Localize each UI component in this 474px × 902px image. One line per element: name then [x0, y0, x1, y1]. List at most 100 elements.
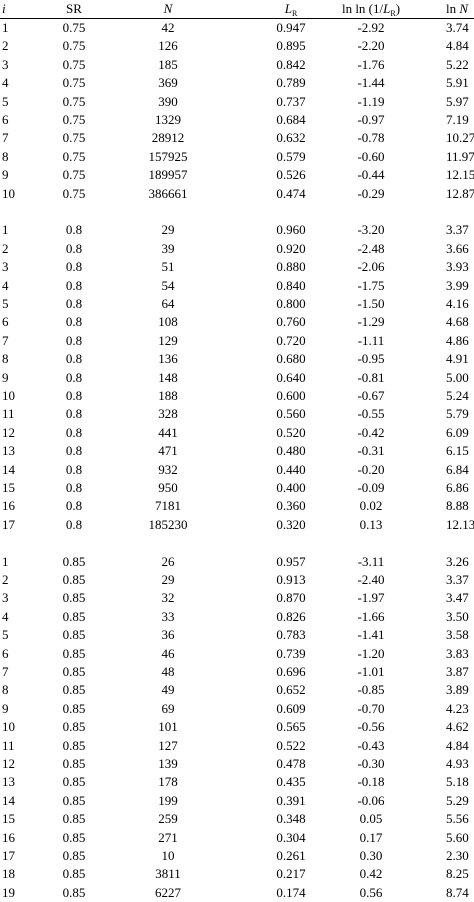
cell-lnn: 3.66 [446, 240, 469, 256]
cell-sr: 0.85 [62, 664, 86, 679]
cell-lnn: 5.24 [446, 388, 469, 403]
table-row: 17 0.85 10 0.261 0.30 2.30 [0, 847, 474, 865]
cell-sr: 0.85 [62, 737, 86, 753]
cell-n: 129 [158, 332, 178, 348]
cell-i: 9 [2, 700, 9, 716]
table-row: 4 0.85 33 0.826 -1.66 3.50 [0, 608, 474, 626]
cell-lr: 0.684 [276, 112, 306, 127]
cell-n: 29 [161, 572, 175, 587]
cell-lnln: 0.13 [359, 516, 383, 532]
cell-n: 6227 [155, 884, 181, 900]
cell-i: 19 [2, 884, 15, 900]
cell-sr: 0.85 [62, 884, 86, 900]
header-lnn-symbol: N [459, 1, 469, 16]
cell-lr: 0.217 [276, 866, 306, 882]
cell-lnln: -0.95 [357, 351, 385, 367]
table-row: 14 0.8 932 0.440 -0.20 6.84 [0, 461, 474, 479]
cell-lnln: -1.11 [357, 332, 385, 348]
cell-lr: 0.842 [276, 56, 306, 72]
cell-lnln: -0.67 [357, 388, 385, 403]
cell-lr: 0.737 [276, 93, 306, 109]
cell-lnln: -1.75 [357, 277, 385, 293]
cell-lnn: 3.89 [446, 682, 469, 698]
cell-lr: 0.400 [276, 480, 306, 495]
header-lr-subscript: R [291, 9, 298, 18]
cell-n: 139 [158, 756, 178, 771]
header-lnn-prefix: ln [446, 1, 460, 16]
cell-n: 54 [161, 277, 175, 293]
table-row: 8 0.85 49 0.652 -0.85 3.89 [0, 681, 474, 699]
cell-lnln: -0.60 [357, 148, 385, 164]
cell-lnln: -0.09 [357, 480, 385, 495]
table-row: 14 0.85 199 0.391 -0.06 5.29 [0, 792, 474, 810]
cell-n: 108 [158, 314, 178, 330]
table-row: 8 0.8 136 0.680 -0.95 4.91 [0, 350, 474, 368]
table-row: 13 0.85 178 0.435 -0.18 5.18 [0, 773, 474, 791]
table-row: 2 0.8 39 0.920 -2.48 3.66 [0, 240, 474, 258]
cell-lnn: 7.19 [446, 112, 469, 127]
cell-lnln: -1.66 [357, 608, 385, 624]
cell-sr: 0.75 [62, 56, 86, 72]
cell-lnln: -0.56 [357, 719, 385, 735]
cell-sr: 0.75 [62, 38, 86, 54]
cell-n: 127 [158, 737, 178, 753]
cell-sr: 0.8 [65, 443, 83, 459]
cell-i: 16 [2, 498, 15, 514]
cell-lnn: 5.91 [446, 75, 469, 91]
cell-lnln: -3.20 [357, 222, 385, 238]
cell-sr: 0.8 [65, 351, 83, 367]
cell-lnln: -1.44 [357, 75, 385, 91]
header-lnln-prefix: ln ln (1/ [341, 1, 384, 16]
cell-sr: 0.85 [62, 553, 86, 569]
cell-lnn: 8.25 [446, 866, 469, 882]
cell-lnn: 8.88 [446, 498, 469, 514]
cell-lr: 0.870 [276, 590, 306, 606]
cell-n: 932 [158, 461, 178, 477]
cell-n: 28912 [151, 130, 185, 146]
table-row: 19 0.85 6227 0.174 0.56 8.74 [0, 884, 474, 902]
table-row: 16 0.85 271 0.304 0.17 5.60 [0, 829, 474, 847]
cell-n: 1329 [155, 112, 181, 127]
cell-i: 4 [2, 608, 9, 624]
table-row: 12 0.8 441 0.520 -0.42 6.09 [0, 424, 474, 442]
cell-lnn: 12.87 [446, 185, 474, 201]
table-row: 5 0.8 64 0.800 -1.50 4.16 [0, 295, 474, 313]
cell-lr: 0.360 [276, 498, 306, 514]
table-row: 7 0.8 129 0.720 -1.11 4.86 [0, 332, 474, 350]
cell-lnln: -0.30 [357, 756, 385, 771]
cell-i: 8 [2, 351, 9, 367]
cell-i: 9 [2, 167, 9, 183]
cell-n: 259 [158, 811, 178, 827]
cell-lnn: 5.29 [446, 792, 469, 808]
cell-lr: 0.174 [276, 884, 306, 900]
cell-sr: 0.85 [62, 682, 86, 698]
cell-sr: 0.75 [62, 148, 86, 164]
cell-i: 9 [2, 369, 9, 385]
cell-sr: 0.8 [65, 296, 83, 311]
table-row: 7 0.85 48 0.696 -1.01 3.87 [0, 663, 474, 681]
cell-lnn: 6.86 [446, 480, 469, 495]
cell-sr: 0.75 [62, 93, 86, 109]
cell-sr: 0.85 [62, 608, 86, 624]
cell-lr: 0.522 [276, 737, 306, 753]
cell-lr: 0.826 [276, 608, 306, 624]
cell-lnn: 3.58 [446, 627, 469, 643]
cell-lnn: 2.30 [446, 848, 469, 863]
table-header-row: i SR N LR ln ln (1/LR) ln N [0, 0, 474, 18]
cell-lnn: 4.84 [446, 737, 469, 753]
table-row: 3 0.75 185 0.842 -1.76 5.22 [0, 56, 474, 74]
cell-lnn: 3.37 [446, 572, 469, 587]
cell-i: 15 [2, 811, 15, 827]
cell-i: 17 [2, 848, 15, 863]
cell-lr: 0.789 [276, 75, 306, 91]
cell-lnn: 4.86 [446, 332, 469, 348]
cell-sr: 0.85 [62, 756, 86, 771]
cell-sr: 0.75 [62, 185, 86, 201]
cell-lr: 0.579 [276, 148, 306, 164]
cell-lnln: -0.97 [357, 112, 385, 127]
cell-sr: 0.8 [65, 332, 83, 348]
header-lnn: ln N [446, 0, 468, 18]
header-lnln-symbol: L [383, 1, 391, 16]
cell-i: 2 [2, 38, 9, 54]
